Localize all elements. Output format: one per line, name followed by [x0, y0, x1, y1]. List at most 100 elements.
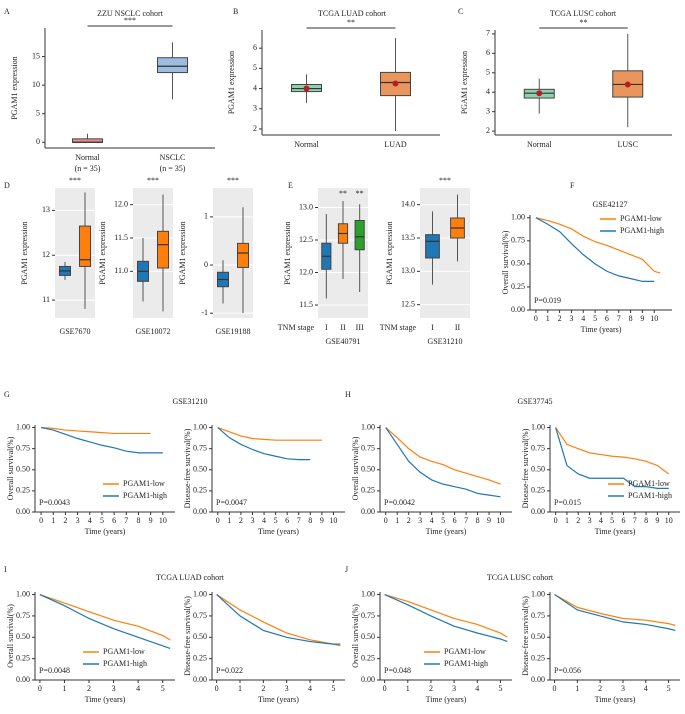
- x-tick-label: LUAD: [384, 140, 406, 149]
- x-tick-label: 2: [239, 516, 243, 525]
- p-value: P=0.0048: [39, 666, 70, 675]
- x-tick-label: 8: [308, 516, 312, 525]
- significance: **: [356, 189, 364, 198]
- x-tick-label: 5: [441, 516, 445, 525]
- x-axis-label: GSE19188: [215, 327, 250, 336]
- y-tick-label: 12.5: [299, 235, 313, 244]
- y-tick-label: 1.00: [16, 589, 30, 598]
- p-value: P=0.022: [216, 666, 243, 675]
- x-tick-label: 6: [453, 516, 457, 525]
- legend-label: PGAM1-low: [628, 479, 670, 488]
- y-tick-label: 0.75: [16, 443, 30, 452]
- y-axis-label: Disease-free survival(%): [521, 596, 530, 676]
- y-tick-label: 14.0: [401, 199, 415, 208]
- panel-title: TCGA LUSC cohort: [487, 573, 554, 582]
- x-tick-label: 0: [215, 684, 219, 693]
- survival-curve: [39, 593, 171, 641]
- legend-label: PGAM1-low: [123, 479, 165, 488]
- x-tick-label: 6: [112, 516, 116, 525]
- x-tick-label: 8: [136, 516, 140, 525]
- x-tick-label: NSCLC: [160, 153, 186, 162]
- panel-label: B: [233, 7, 238, 16]
- y-tick-label: 0.75: [193, 611, 207, 620]
- x-tick-label: 3: [250, 516, 254, 525]
- y-axis-label: Overall survival(%): [6, 436, 15, 500]
- x-axis-label: Time (years): [85, 527, 126, 536]
- survival-curve: [41, 426, 151, 435]
- mean-dot: [536, 90, 543, 97]
- x-tick-label: 9: [655, 516, 659, 525]
- x-tick-label: 6: [621, 516, 625, 525]
- x-tick-label: 7: [464, 516, 468, 525]
- x-tick-label: 8: [476, 516, 480, 525]
- x-tick-label: 9: [320, 516, 324, 525]
- x-tick-label: 2: [407, 516, 411, 525]
- x-tick-label: 2: [598, 684, 602, 693]
- y-tick-label: 0.50: [511, 259, 525, 268]
- x-tick-label: 3: [418, 516, 422, 525]
- x-tick-label: 0: [534, 314, 538, 323]
- x-tick-label: 1: [395, 516, 399, 525]
- x-tick-label: 5: [331, 684, 335, 693]
- y-tick-label: 0.00: [16, 675, 30, 684]
- x-tick-label: LUSC: [618, 140, 638, 149]
- x-prefix: TNM stage: [380, 323, 417, 332]
- x-axis-label: Time (years): [581, 325, 622, 334]
- survival-curve: [385, 427, 501, 498]
- x-tick-label: 5: [100, 516, 104, 525]
- survival-curve: [217, 427, 311, 461]
- y-tick-label: 1.00: [361, 589, 375, 598]
- x-tick-label: 3: [285, 684, 289, 693]
- x-axis-label: Time (years): [426, 695, 467, 704]
- panel-label: I: [4, 565, 7, 574]
- y-tick-label: 0.50: [531, 465, 545, 474]
- y-tick-label: 0.75: [531, 443, 545, 452]
- x-axis-label: Time (years): [595, 695, 636, 704]
- y-tick-label: 0.00: [511, 305, 525, 314]
- y-tick-label: 0.25: [511, 282, 525, 291]
- x-tick-label: 7: [124, 516, 128, 525]
- y-tick-label: 0.00: [193, 675, 207, 684]
- legend-label: PGAM1-low: [103, 647, 145, 656]
- y-tick-label: 1.00: [361, 422, 375, 431]
- y-tick-label: 0.00: [531, 675, 545, 684]
- x-tick-label: II: [455, 323, 461, 332]
- p-value: P=0.0043: [39, 498, 70, 507]
- x-tick-label: I: [325, 323, 328, 332]
- box: [79, 225, 91, 267]
- y-tick-label: 0.75: [361, 611, 375, 620]
- y-axis-label: Disease-free survival(%): [183, 596, 192, 676]
- y-tick-label: 3: [253, 104, 257, 113]
- y-tick-label: 0.50: [16, 632, 30, 641]
- y-tick-label: 15: [32, 51, 40, 60]
- p-value: P=0.015: [554, 498, 581, 507]
- y-tick-label: 0.25: [531, 486, 545, 495]
- x-tick-label: 10: [650, 314, 658, 323]
- significance: ***: [439, 176, 451, 185]
- x-axis-label: GSE10072: [135, 327, 170, 336]
- y-axis-label: PGAM1 expression: [10, 56, 19, 119]
- survival-curve: [40, 426, 163, 454]
- y-tick-label: 6: [253, 43, 257, 52]
- p-value: P=0.048: [384, 666, 411, 675]
- y-tick-label: 12.0: [299, 267, 313, 276]
- x-tick-label: 3: [588, 516, 592, 525]
- y-tick-label: 0.75: [193, 443, 207, 452]
- x-tick-label: 0: [38, 684, 42, 693]
- legend-label: PGAM1-low: [444, 647, 486, 656]
- y-tick-label: 11: [42, 295, 50, 304]
- x-tick-label: 5: [161, 684, 165, 693]
- y-tick-label: 1.00: [531, 422, 545, 431]
- panel-label: H: [345, 390, 351, 399]
- panel-title: TCGA LUAD cohort: [156, 573, 225, 582]
- x-tick-label: 1: [575, 684, 579, 693]
- panel-label: A: [4, 7, 10, 16]
- box: [157, 230, 169, 269]
- y-tick-label: 4: [486, 87, 490, 96]
- survival-curve: [384, 594, 508, 643]
- survival-curve: [555, 427, 669, 489]
- panel-title: TCGA LUSC cohort: [550, 9, 617, 18]
- x-tick-label: 0: [383, 684, 387, 693]
- y-tick-label: 3: [486, 106, 490, 115]
- x-tick-label: 2: [87, 684, 91, 693]
